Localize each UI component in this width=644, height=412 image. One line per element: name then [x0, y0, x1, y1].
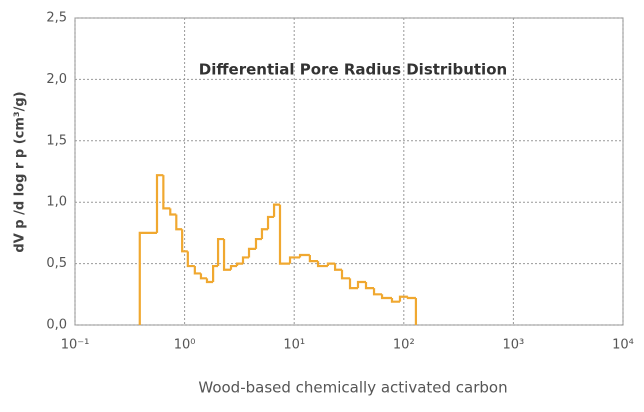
step-segment	[193, 266, 201, 275]
step-segment	[235, 262, 243, 267]
y-axis-label: dV p /d log r p (cm³/g)	[13, 91, 28, 252]
step-segment	[212, 264, 219, 283]
step-segment	[162, 175, 171, 210]
x-axis-label: Wood-based chemically activated carbon	[198, 379, 507, 397]
step-segment	[254, 237, 262, 249]
step-segment	[229, 264, 238, 270]
step-segment	[272, 203, 280, 217]
y-tick-label: 2,0	[46, 72, 67, 87]
step-segment	[356, 280, 367, 289]
step-segment	[372, 288, 383, 296]
y-tick-label: 2,5	[46, 11, 67, 26]
step-segment	[266, 215, 275, 230]
step-segment	[186, 251, 195, 268]
step-segment	[326, 262, 336, 267]
step-segment	[364, 282, 375, 290]
step-segment	[333, 263, 343, 271]
step-segment	[380, 294, 392, 300]
step-segment	[406, 296, 416, 300]
step-segment	[216, 237, 225, 267]
step-segment	[398, 295, 408, 302]
step-segment	[222, 239, 231, 271]
x-tick-label: 10³	[503, 338, 525, 353]
step-segment	[199, 273, 207, 280]
chart-title: Differential Pore Radius Distribution	[199, 61, 507, 79]
y-tick-label: 0,0	[46, 318, 67, 333]
step-segment	[175, 214, 183, 231]
step-segment	[247, 247, 256, 258]
step-segment	[260, 228, 269, 240]
step-segment	[308, 255, 319, 263]
step-segment	[316, 261, 328, 268]
step-segment	[390, 297, 400, 303]
plot-frame	[74, 17, 624, 326]
step-segment	[278, 204, 291, 265]
y-tick-label: 1,5	[46, 133, 67, 148]
step-segment	[155, 174, 164, 233]
step-segment	[138, 231, 158, 325]
x-tick-label: 10⁻¹	[61, 338, 90, 353]
x-tick-label: 10¹	[283, 338, 305, 353]
step-segment	[340, 269, 351, 280]
step-segment	[298, 253, 310, 258]
y-tick-label: 0,5	[46, 256, 67, 271]
x-tick-label: 10⁴	[612, 338, 634, 353]
step-segment	[181, 229, 188, 253]
y-tick-label: 1,0	[46, 195, 67, 210]
step-segment	[348, 278, 358, 290]
step-segment	[205, 278, 214, 284]
x-tick-label: 10²	[393, 338, 415, 353]
x-tick-label: 10⁰	[174, 338, 196, 353]
step-segment	[288, 256, 301, 264]
step-segment	[169, 208, 177, 216]
step-segment	[241, 256, 250, 264]
